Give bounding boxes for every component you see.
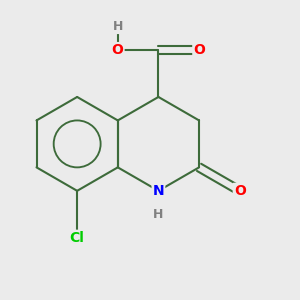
Text: Cl: Cl [70, 231, 85, 245]
Text: N: N [153, 184, 164, 198]
Text: H: H [153, 208, 164, 221]
Text: O: O [112, 43, 124, 57]
Text: O: O [193, 43, 205, 57]
Text: H: H [112, 20, 123, 33]
Text: O: O [234, 184, 246, 198]
